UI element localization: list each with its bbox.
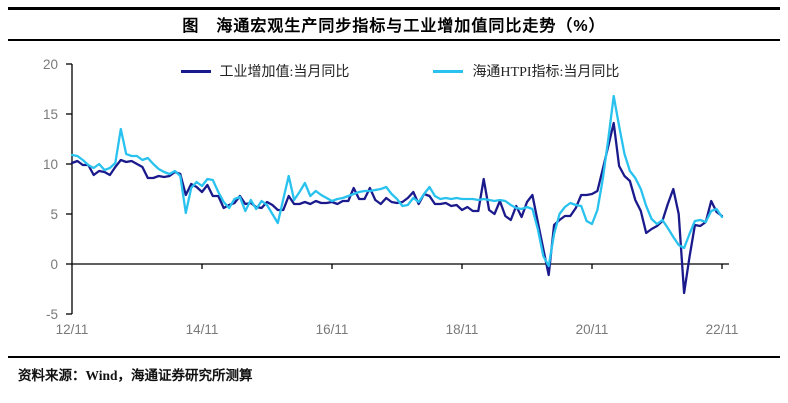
x-tick-label: 20/11 bbox=[576, 322, 609, 337]
chart-title: 图 海通宏观生产同步指标与工业增加值同比走势（%） bbox=[182, 18, 606, 35]
x-tick-label: 16/11 bbox=[316, 322, 349, 337]
y-tick-label: 0 bbox=[50, 257, 58, 272]
legend-label-htpi: 海通HTPI指标:当月同比 bbox=[472, 65, 620, 80]
y-tick-label: 20 bbox=[43, 57, 58, 72]
series-line-industrial bbox=[70, 121, 724, 295]
footer-rule bbox=[8, 356, 780, 358]
series-lines bbox=[70, 94, 724, 295]
x-tick-label: 22/11 bbox=[706, 322, 739, 337]
legend-item-htpi: 海通HTPI指标:当月同比 bbox=[433, 61, 619, 81]
top-rule bbox=[8, 7, 780, 10]
industrial-line-swatch bbox=[180, 69, 211, 73]
legend-item-industrial: 工业增加值:当月同比 bbox=[180, 61, 350, 81]
series-line-htpi bbox=[70, 94, 724, 268]
x-tick-label: 12/11 bbox=[56, 322, 89, 337]
x-tick-label: 14/11 bbox=[186, 322, 219, 337]
y-tick-label: -5 bbox=[46, 307, 58, 322]
y-tick-label: 10 bbox=[43, 157, 58, 172]
y-tick-label: 5 bbox=[50, 207, 58, 222]
x-tick-label: 18/11 bbox=[446, 322, 479, 337]
source-note: 资料来源：Wind，海通证券研究所测算 bbox=[18, 368, 253, 383]
y-tick-label: 15 bbox=[43, 107, 58, 122]
title-divider-rule bbox=[8, 39, 780, 41]
legend-label-industrial: 工业增加值:当月同比 bbox=[219, 65, 350, 80]
htpi-line-swatch bbox=[433, 69, 464, 73]
legend: 工业增加值:当月同比 海通HTPI指标:当月同比 bbox=[72, 61, 728, 81]
